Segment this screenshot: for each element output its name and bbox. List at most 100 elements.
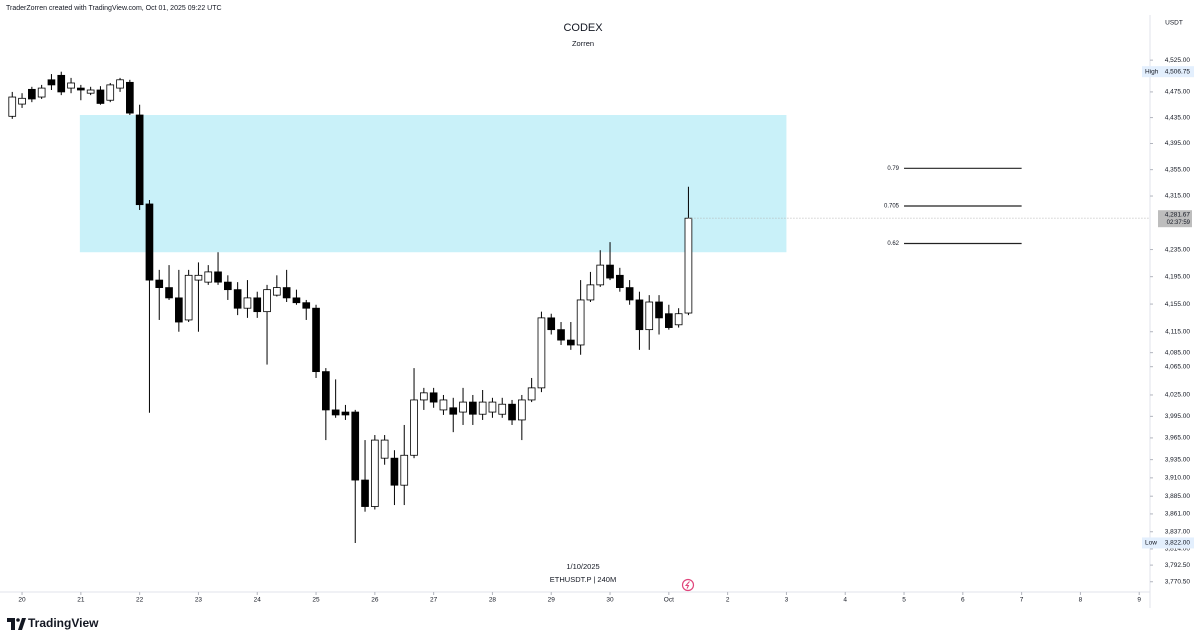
x-tick-label: 30 <box>606 597 614 604</box>
candle-body <box>312 307 320 373</box>
candle-body <box>655 301 663 319</box>
candle-body <box>155 279 164 289</box>
candle-body <box>371 439 379 507</box>
candle-body <box>322 371 330 411</box>
y-tick-label: 4,115.00 <box>1165 328 1190 335</box>
candle-body <box>126 81 134 114</box>
x-tick-label: 9 <box>1137 597 1141 604</box>
header-credit: TraderZorren created with TradingView.co… <box>6 5 222 12</box>
candle-body <box>606 264 614 279</box>
x-tick-label: 26 <box>371 597 379 604</box>
candle-body <box>116 79 124 89</box>
x-tick-label: 25 <box>312 597 320 604</box>
candle-body <box>37 87 46 98</box>
logo: TradingView <box>7 616 99 630</box>
candle-body <box>243 297 252 309</box>
x-tick-label: 8 <box>1079 597 1083 604</box>
logo-text: TradingView <box>28 616 99 630</box>
x-tick-label: 4 <box>843 597 847 604</box>
candle-body <box>518 399 526 421</box>
high-marker-name: High <box>1145 68 1159 75</box>
low-marker-label: 3,822.00 <box>1165 540 1191 547</box>
currency-label: USDT <box>1165 20 1183 27</box>
y-tick-label: 4,525.00 <box>1165 57 1191 64</box>
candle-body <box>273 287 281 296</box>
event-icon <box>681 578 695 592</box>
y-tick-label: 3,861.00 <box>1165 511 1191 518</box>
candle-body <box>674 313 683 326</box>
candle-body <box>253 297 262 313</box>
low-marker-name: Low <box>1145 540 1157 547</box>
x-tick-label: 28 <box>489 597 497 604</box>
x-tick-label: 7 <box>1020 597 1024 604</box>
y-tick-label: 3,965.00 <box>1165 435 1191 442</box>
candle-body <box>625 287 634 301</box>
x-tick-label: 22 <box>136 597 144 604</box>
candle-body <box>184 274 193 321</box>
candle-body <box>214 271 222 283</box>
x-tick-label: 20 <box>18 597 26 604</box>
y-tick-label: 4,085.00 <box>1165 349 1191 356</box>
candle-body <box>400 454 409 486</box>
x-tick-label: Oct <box>664 597 674 604</box>
high-marker-label: 4,506.75 <box>1165 68 1191 75</box>
y-tick-label: 4,355.00 <box>1165 166 1191 173</box>
y-tick-label: 3,935.00 <box>1165 456 1191 463</box>
zone-box <box>79 115 787 253</box>
candle-body <box>77 87 85 91</box>
candle-body <box>224 281 232 291</box>
zone-layer <box>79 115 787 253</box>
last-price-box <box>1158 210 1192 228</box>
candle-body <box>478 401 487 415</box>
candle-body <box>331 409 340 416</box>
x-tick-label: 21 <box>77 597 85 604</box>
candle-body <box>469 401 477 415</box>
y-tick-label: 4,195.00 <box>1165 273 1191 280</box>
y-tick-label: 4,475.00 <box>1165 89 1191 96</box>
candle-body <box>537 317 546 389</box>
y-tick-label: 4,315.00 <box>1165 193 1191 200</box>
x-tick-label: 3 <box>785 597 789 604</box>
x-tick-label: 27 <box>430 597 438 604</box>
fib-label: 0.79 <box>887 166 899 172</box>
candle-body <box>547 317 556 331</box>
candle-body <box>361 479 369 507</box>
candle-body <box>67 82 75 89</box>
candle-body <box>282 287 291 299</box>
candle-body <box>527 387 536 401</box>
countdown-label: 02:37:59 <box>1167 220 1191 226</box>
candle-body <box>429 392 438 403</box>
candle-body <box>204 271 213 283</box>
candle-body <box>498 403 507 415</box>
x-tick-label: 23 <box>195 597 203 604</box>
candle-body <box>635 299 644 331</box>
candle-body <box>47 79 56 86</box>
candle-body <box>380 439 389 459</box>
fib-label: 0.62 <box>887 241 899 247</box>
candle-body <box>508 403 516 421</box>
candle-body <box>488 401 497 413</box>
candle-body <box>351 411 360 481</box>
y-tick-label: 4,155.00 <box>1165 301 1191 308</box>
candle-body <box>576 299 585 346</box>
candle-body <box>302 302 311 309</box>
watermark-symbol: ETHUSDT.P | 240M <box>550 575 616 584</box>
candle-body <box>390 457 399 486</box>
candle-body <box>194 274 203 281</box>
low-marker-box <box>1142 537 1194 549</box>
candle-body <box>341 411 350 416</box>
y-tick-label: 4,395.00 <box>1165 140 1191 147</box>
chart-title: CODEX <box>563 22 603 34</box>
y-tick-label: 3,995.00 <box>1165 413 1191 420</box>
marks-layer: 0.79 0.705 0.62 <box>8 71 1022 543</box>
x-tick-label: 29 <box>548 597 556 604</box>
candle-body <box>586 284 595 301</box>
candle-body <box>96 89 105 104</box>
candle-body <box>449 407 458 415</box>
x-tick-label: 24 <box>254 597 262 604</box>
candle-body <box>420 392 428 401</box>
candle-body <box>459 401 467 413</box>
candle-body <box>665 313 673 328</box>
